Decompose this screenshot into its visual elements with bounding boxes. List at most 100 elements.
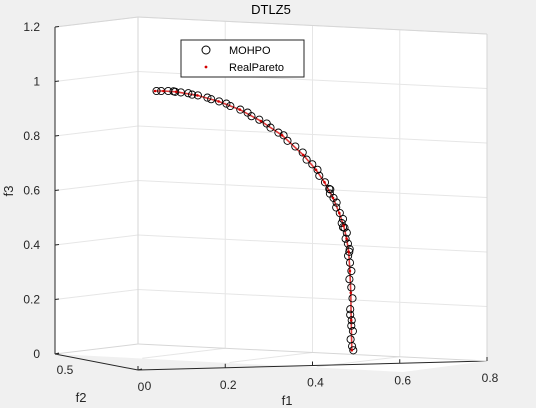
f1-tick-label: 0.2 (220, 378, 237, 392)
mohpo-point (326, 185, 335, 194)
f3-tick-label: 0 (33, 347, 40, 361)
realpareto-point (238, 108, 242, 111)
f3-tick-labels: 0 0.2 0.4 0.6 0.8 1 1.2 (23, 20, 60, 361)
f3-tick-label: 0.4 (23, 238, 40, 252)
mohpo-point (337, 219, 346, 228)
legend: MOHPO RealPareto (180, 39, 305, 78)
mohpo-point (347, 316, 356, 325)
realpareto-series (153, 89, 354, 352)
realpareto-point (350, 349, 354, 352)
mohpo-point (343, 239, 352, 248)
mohpo-point (236, 105, 245, 114)
f3-tick-label: 1.2 (23, 20, 40, 34)
mohpo-point (274, 128, 283, 137)
mohpo-point (342, 228, 351, 237)
realpareto-point (347, 250, 351, 254)
mohpo-point (215, 97, 224, 106)
realpareto-point (349, 291, 353, 295)
mohpo-point (348, 327, 357, 336)
mohpo-point (226, 101, 235, 111)
realpareto-point (331, 196, 335, 200)
mohpo-point (308, 160, 317, 169)
mohpo-point (348, 294, 357, 303)
mohpo-point (313, 165, 322, 174)
mohpo-point (222, 99, 231, 108)
legend-mohpo-marker (201, 45, 211, 55)
mohpo-point (347, 321, 356, 330)
mohpo-point (320, 178, 330, 187)
f3-tick-mark (54, 135, 60, 137)
realpareto-point (196, 94, 199, 97)
mohpo-point (152, 86, 161, 96)
f1-tick-label: 0.6 (394, 373, 411, 387)
realpareto-point (345, 237, 348, 240)
f1-grid-line-floor (229, 352, 313, 363)
mohpo-point (346, 310, 355, 319)
box-edge-floor-back (137, 343, 488, 362)
realpareto-point (314, 168, 318, 172)
mohpo-point (188, 90, 197, 99)
axes-box (54, 16, 488, 372)
realpareto-point (153, 89, 157, 93)
f1-tick-label: 0.8 (482, 371, 499, 385)
f1-tick-labels: 0 0.2 0.4 0.6 0.8 (137, 357, 499, 394)
f3-tick-label: 0.8 (23, 129, 40, 143)
realpareto-point (338, 211, 341, 215)
f1-tick-label: 0 (138, 380, 145, 394)
mohpo-point (255, 115, 264, 124)
mohpo-point (338, 223, 348, 232)
mohpo-point (291, 142, 300, 151)
f2-tick-mark (137, 368, 143, 371)
f3-tick-mark (54, 244, 60, 246)
f3-tick-mark (54, 26, 60, 28)
f1-grid-line-floor (142, 347, 226, 359)
mohpo-point (347, 283, 356, 292)
f3-axis-label: f3 (1, 186, 16, 197)
f2-axis-label: f2 (76, 390, 87, 405)
f2-tick-labels: 00.5 (54, 352, 152, 393)
mohpo-point (184, 89, 193, 98)
realpareto-point (162, 89, 165, 93)
realpareto-point (323, 181, 326, 184)
mohpo-point (349, 346, 358, 355)
axis-edge-f2 (54, 353, 139, 371)
mohpo-point (345, 258, 355, 267)
mohpo-point (207, 95, 216, 104)
realpareto-point (259, 119, 263, 123)
box-edge-top-left (54, 16, 139, 28)
mohpo-point (338, 214, 348, 224)
f3-tick-mark (54, 189, 60, 191)
realpareto-point (342, 224, 345, 227)
chart-title: DTLZ5 (251, 2, 291, 17)
mohpo-point (279, 131, 288, 140)
f3-tick-mark (54, 80, 60, 82)
mohpo-point (341, 234, 350, 243)
realpareto-point (302, 153, 305, 157)
f3-tick-label: 0.2 (23, 293, 40, 307)
mohpo-point (332, 203, 341, 212)
f1-tick-label: 0.4 (307, 376, 324, 390)
box-edge-floor-left (54, 343, 139, 355)
mohpo-point (345, 247, 354, 256)
mohpo-point (332, 198, 341, 207)
mohpo-point (171, 87, 180, 96)
f3-tick-mark (54, 298, 60, 300)
f1-axis-label: f1 (282, 393, 293, 408)
mohpo-point (347, 266, 356, 276)
mohpo-point (315, 171, 324, 180)
mohpo-point (283, 136, 292, 145)
mohpo-point (302, 155, 311, 164)
mohpo-point (266, 123, 275, 132)
f2-tick-label: 0.5 (57, 363, 74, 377)
legend-realpareto-label: RealPareto (229, 62, 284, 74)
realpareto-point (280, 134, 284, 137)
legend-realpareto-marker (204, 65, 208, 69)
legend-box (180, 39, 305, 78)
mohpo-point (345, 275, 354, 284)
realpareto-point (174, 90, 178, 94)
f3-tick-label: 0.6 (23, 184, 40, 198)
mohpo-point (193, 91, 202, 100)
realpareto-point (217, 100, 220, 103)
mohpo-point (203, 93, 212, 102)
